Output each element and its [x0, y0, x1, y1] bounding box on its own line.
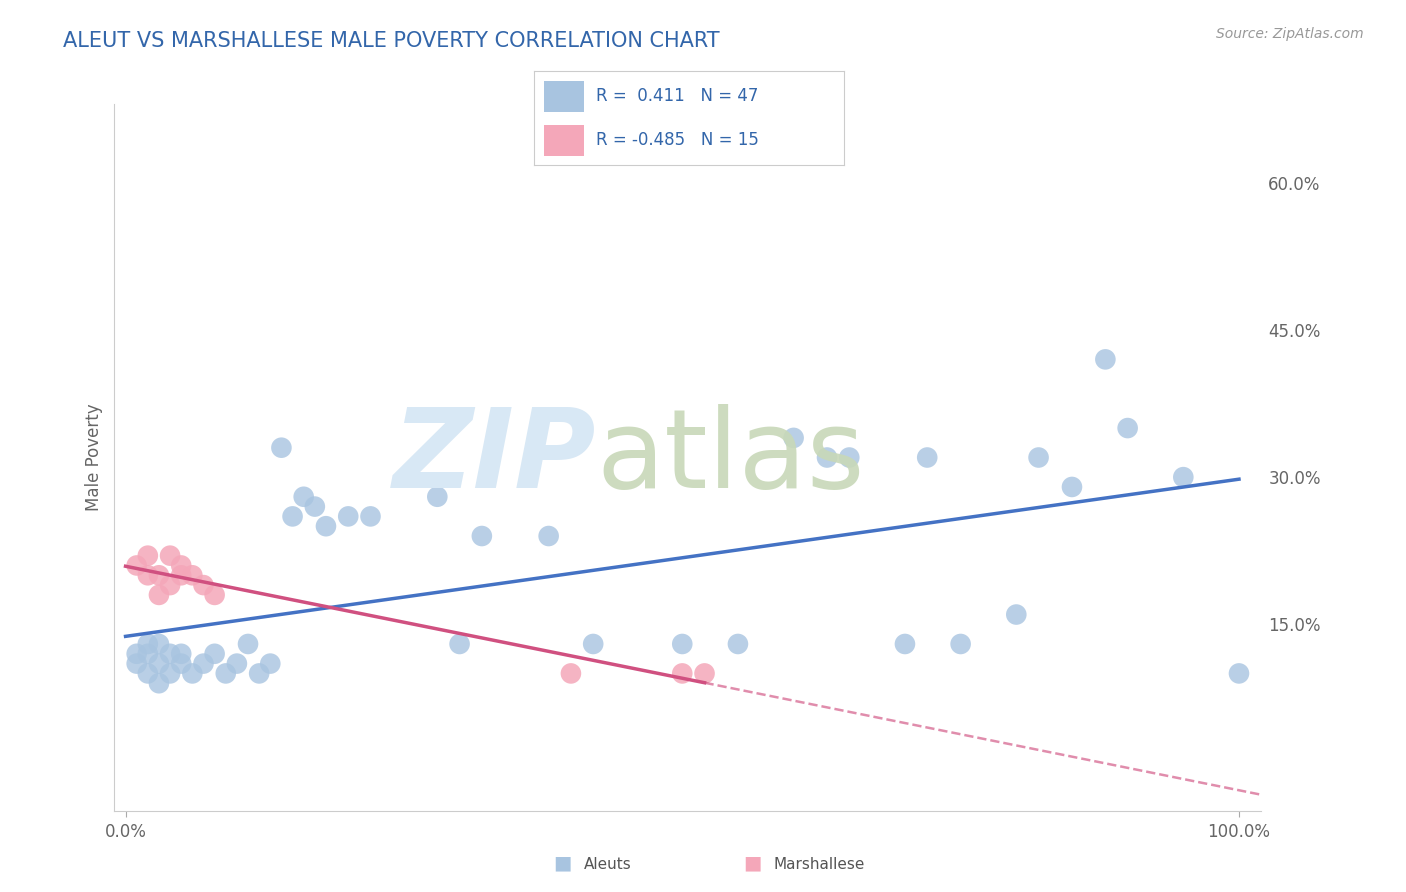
Point — [815, 450, 838, 465]
Point — [204, 647, 226, 661]
Point — [693, 666, 716, 681]
Bar — [544, 81, 583, 112]
Point — [292, 490, 315, 504]
Point — [1116, 421, 1139, 435]
Point — [148, 568, 170, 582]
Point — [1094, 352, 1116, 367]
Text: Aleuts: Aleuts — [583, 857, 631, 872]
Point — [304, 500, 326, 514]
Point — [915, 450, 938, 465]
Point — [671, 637, 693, 651]
Point — [193, 657, 215, 671]
Point — [1028, 450, 1050, 465]
Text: ■: ■ — [553, 854, 572, 872]
Point — [170, 647, 193, 661]
Text: R = -0.485   N = 15: R = -0.485 N = 15 — [596, 131, 759, 149]
Point — [193, 578, 215, 592]
Point — [582, 637, 605, 651]
Point — [136, 637, 159, 651]
Point — [1060, 480, 1083, 494]
Point — [181, 568, 204, 582]
Point — [125, 647, 148, 661]
Point — [259, 657, 281, 671]
Point — [247, 666, 270, 681]
Point — [337, 509, 360, 524]
Point — [1005, 607, 1028, 622]
Y-axis label: Male Poverty: Male Poverty — [86, 404, 103, 511]
Point — [894, 637, 917, 651]
Point — [148, 637, 170, 651]
Point — [537, 529, 560, 543]
Point — [782, 431, 804, 445]
Point — [148, 676, 170, 690]
Point — [471, 529, 494, 543]
Text: R =  0.411   N = 47: R = 0.411 N = 47 — [596, 87, 758, 105]
Text: ZIP: ZIP — [392, 404, 596, 511]
Point — [360, 509, 382, 524]
Point — [1173, 470, 1195, 484]
Point — [181, 666, 204, 681]
Point — [159, 578, 181, 592]
Point — [159, 666, 181, 681]
Point — [949, 637, 972, 651]
Point — [159, 647, 181, 661]
Point — [136, 666, 159, 681]
Point — [838, 450, 860, 465]
Point — [170, 568, 193, 582]
Point — [204, 588, 226, 602]
Point — [125, 657, 148, 671]
Text: ALEUT VS MARSHALLESE MALE POVERTY CORRELATION CHART: ALEUT VS MARSHALLESE MALE POVERTY CORREL… — [63, 31, 720, 51]
Point — [449, 637, 471, 651]
Point — [426, 490, 449, 504]
Point — [281, 509, 304, 524]
Point — [315, 519, 337, 533]
Point — [236, 637, 259, 651]
Point — [270, 441, 292, 455]
Point — [727, 637, 749, 651]
Point — [671, 666, 693, 681]
Point — [136, 647, 159, 661]
Point — [159, 549, 181, 563]
Point — [136, 549, 159, 563]
Point — [170, 558, 193, 573]
Point — [148, 657, 170, 671]
Text: Source: ZipAtlas.com: Source: ZipAtlas.com — [1216, 27, 1364, 41]
Point — [215, 666, 238, 681]
Point — [225, 657, 247, 671]
Bar — [544, 125, 583, 156]
Text: ■: ■ — [742, 854, 762, 872]
Point — [125, 558, 148, 573]
Point — [1227, 666, 1250, 681]
Point — [560, 666, 582, 681]
Text: Marshallese: Marshallese — [773, 857, 865, 872]
Point — [148, 588, 170, 602]
Text: atlas: atlas — [596, 404, 865, 511]
Point — [170, 657, 193, 671]
Point — [136, 568, 159, 582]
